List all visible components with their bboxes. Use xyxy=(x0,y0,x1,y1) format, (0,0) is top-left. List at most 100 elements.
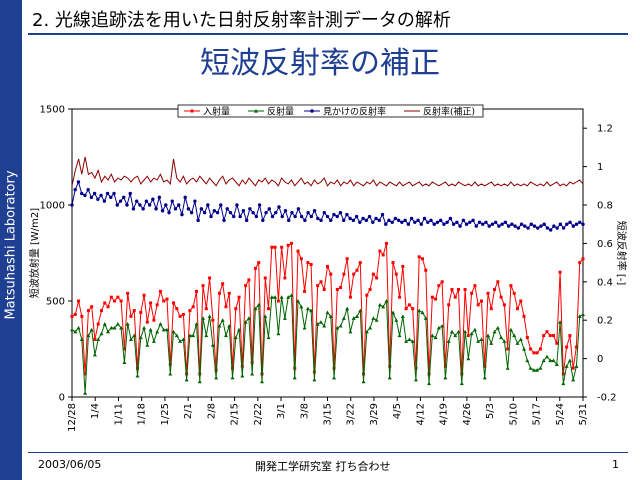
data-point xyxy=(430,295,434,299)
data-point xyxy=(240,364,244,368)
data-point xyxy=(270,245,274,249)
data-point xyxy=(437,284,441,288)
data-point xyxy=(466,356,471,361)
data-point xyxy=(502,339,507,343)
data-point xyxy=(306,261,310,265)
data-point xyxy=(555,341,559,345)
left-tick-label: 1000 xyxy=(40,201,65,212)
data-point xyxy=(368,287,372,291)
data-point xyxy=(417,255,421,259)
data-point xyxy=(135,373,140,378)
data-point xyxy=(119,299,123,303)
data-point xyxy=(463,329,468,334)
data-point xyxy=(411,307,415,311)
data-point xyxy=(296,249,300,253)
data-point xyxy=(502,303,506,307)
data-point xyxy=(463,287,467,291)
data-point xyxy=(523,224,527,228)
data-point xyxy=(103,301,107,305)
data-point xyxy=(132,333,137,338)
data-point xyxy=(303,289,307,293)
data-point xyxy=(558,270,562,274)
data-point xyxy=(404,339,409,343)
data-point xyxy=(398,295,402,299)
data-point xyxy=(466,334,470,338)
data-point xyxy=(391,261,395,265)
data-point xyxy=(458,224,462,228)
data-point xyxy=(358,261,362,265)
x-tick-label: 4/26 xyxy=(462,403,473,425)
data-point xyxy=(361,379,366,384)
data-point xyxy=(306,210,310,215)
data-point xyxy=(80,191,84,196)
data-point xyxy=(374,318,379,322)
right-tick-label: 0.2 xyxy=(597,316,613,327)
data-point xyxy=(80,314,84,318)
data-point xyxy=(506,347,510,351)
right-tick-label: 0 xyxy=(597,354,603,365)
data-point xyxy=(468,220,472,224)
data-point xyxy=(180,212,184,217)
data-point xyxy=(167,210,171,215)
data-point xyxy=(515,341,520,345)
data-point xyxy=(410,339,415,343)
data-point xyxy=(315,322,320,326)
data-point xyxy=(248,207,252,211)
data-point xyxy=(387,375,392,380)
x-tick-label: 2/1 xyxy=(183,403,194,419)
x-tick-label: 2/15 xyxy=(230,403,241,425)
data-point xyxy=(453,295,457,299)
data-point xyxy=(209,214,213,219)
data-point xyxy=(128,337,133,341)
data-point xyxy=(217,291,221,295)
x-tick-label: 5/17 xyxy=(532,403,543,425)
data-point xyxy=(503,220,508,224)
data-point xyxy=(322,210,326,215)
data-point xyxy=(102,322,107,326)
right-axis-label: 短波反射率 [-] xyxy=(615,221,628,286)
data-point xyxy=(122,360,127,365)
x-tick-label: 4/12 xyxy=(415,403,426,425)
data-point xyxy=(342,272,346,276)
data-point xyxy=(394,318,399,322)
data-point xyxy=(210,343,215,347)
data-point xyxy=(309,214,314,219)
x-tick-label: 2/8 xyxy=(206,403,217,419)
data-point xyxy=(251,210,255,215)
data-point xyxy=(116,295,120,299)
data-point xyxy=(451,222,456,226)
data-point xyxy=(568,334,572,338)
left-tick-label: 500 xyxy=(46,297,65,308)
data-point xyxy=(341,218,346,223)
series-3 xyxy=(70,180,585,232)
data-point xyxy=(299,304,304,309)
data-point xyxy=(145,343,150,347)
data-point xyxy=(276,331,281,336)
data-point xyxy=(99,309,103,313)
data-point xyxy=(387,218,391,223)
data-point xyxy=(449,329,454,334)
series-4 xyxy=(71,156,584,187)
data-point xyxy=(299,257,303,261)
data-point xyxy=(345,212,349,217)
data-point xyxy=(235,203,239,207)
data-point xyxy=(496,280,500,284)
data-point xyxy=(93,337,97,341)
data-point xyxy=(416,218,420,223)
data-point xyxy=(263,314,268,318)
data-point xyxy=(446,339,451,343)
data-point xyxy=(561,372,565,376)
data-point xyxy=(160,209,165,213)
data-point xyxy=(157,195,162,200)
data-point xyxy=(332,375,337,380)
data-point xyxy=(96,337,101,341)
data-point xyxy=(457,287,461,291)
data-point xyxy=(148,327,153,332)
data-point xyxy=(177,203,181,207)
data-point xyxy=(221,282,225,286)
data-point xyxy=(280,245,284,249)
data-point xyxy=(280,214,284,219)
data-point xyxy=(552,334,556,338)
data-point xyxy=(528,366,533,370)
data-point xyxy=(548,358,553,363)
